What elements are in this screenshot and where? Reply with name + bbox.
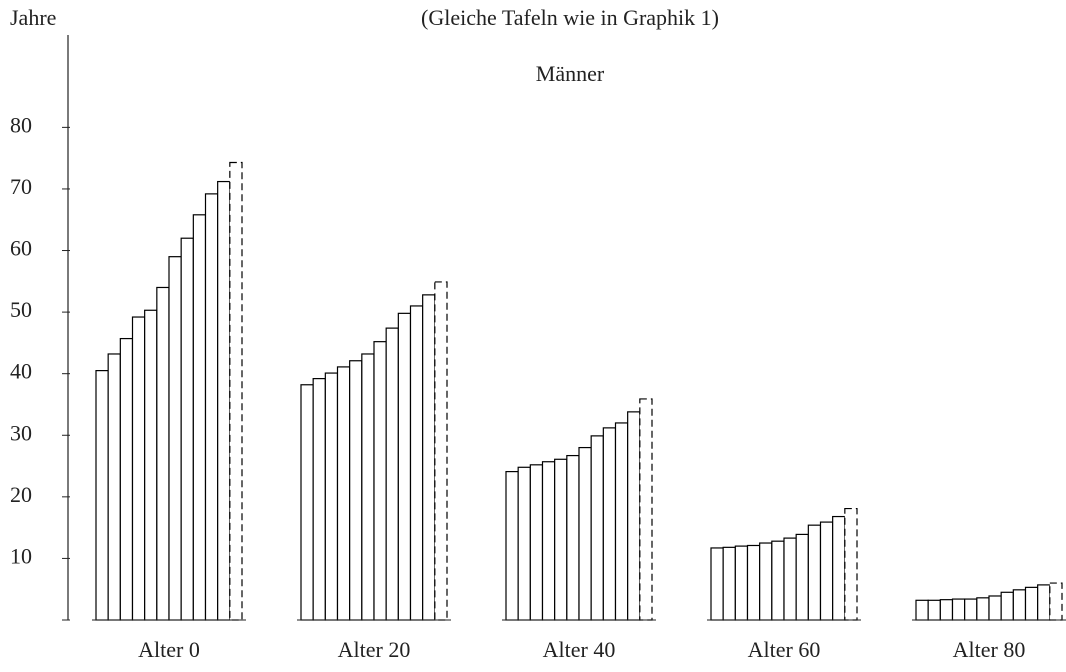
bar bbox=[734, 545, 749, 621]
bar bbox=[397, 312, 412, 621]
bar bbox=[119, 337, 134, 621]
bar bbox=[710, 547, 724, 621]
bar bbox=[409, 305, 424, 621]
y-tick-label: 30 bbox=[10, 420, 32, 445]
bar bbox=[168, 256, 182, 621]
y-axis-label: Jahre bbox=[10, 5, 56, 30]
bar bbox=[627, 411, 641, 621]
bar bbox=[385, 327, 399, 621]
bar bbox=[529, 464, 544, 621]
bar bbox=[602, 427, 617, 621]
bar bbox=[771, 540, 785, 621]
bar bbox=[964, 598, 978, 621]
bar bbox=[927, 599, 941, 621]
bar bbox=[361, 353, 375, 621]
bar bbox=[156, 286, 170, 621]
bar bbox=[939, 599, 954, 621]
bar bbox=[229, 161, 243, 621]
bar bbox=[192, 214, 207, 621]
bar bbox=[746, 544, 761, 621]
bar bbox=[107, 353, 121, 621]
bar bbox=[795, 533, 809, 621]
bar bbox=[590, 435, 604, 621]
bar bbox=[336, 366, 351, 621]
bar bbox=[844, 507, 858, 621]
bar bbox=[783, 537, 797, 621]
bar bbox=[349, 360, 363, 621]
chart-title: (Gleiche Tafeln wie in Graphik 1) bbox=[421, 5, 719, 30]
bar bbox=[541, 461, 556, 621]
x-tick-label: Alter 80 bbox=[953, 637, 1026, 662]
x-tick-label: Alter 0 bbox=[138, 637, 200, 662]
bar bbox=[217, 180, 231, 621]
chart-subtitle: Männer bbox=[536, 61, 605, 86]
bar bbox=[180, 237, 194, 621]
bar bbox=[324, 372, 339, 621]
bar bbox=[422, 294, 436, 621]
bar bbox=[505, 470, 519, 621]
y-tick-label: 80 bbox=[10, 112, 32, 137]
bar bbox=[988, 595, 1002, 621]
y-tick-label: 40 bbox=[10, 359, 32, 384]
bar bbox=[819, 521, 834, 621]
bar bbox=[312, 378, 326, 621]
bar bbox=[951, 598, 966, 621]
bar bbox=[373, 341, 387, 621]
bar bbox=[517, 466, 531, 621]
bar bbox=[1024, 586, 1039, 621]
bar bbox=[434, 281, 448, 621]
bar bbox=[131, 316, 146, 621]
y-tick-label: 10 bbox=[10, 543, 32, 568]
bar bbox=[1037, 584, 1051, 621]
x-tick-label: Alter 60 bbox=[748, 637, 821, 662]
bar bbox=[915, 599, 929, 621]
bar bbox=[832, 515, 846, 621]
y-tick-label: 20 bbox=[10, 482, 32, 507]
y-tick-label: 50 bbox=[10, 297, 32, 322]
bar bbox=[976, 597, 990, 621]
bar bbox=[300, 384, 314, 621]
y-tick-label: 60 bbox=[10, 236, 32, 261]
bar bbox=[639, 398, 653, 621]
bar bbox=[95, 370, 109, 621]
bar bbox=[554, 458, 568, 621]
bar bbox=[566, 454, 580, 621]
bar bbox=[759, 542, 773, 621]
x-tick-label: Alter 40 bbox=[543, 637, 616, 662]
bar bbox=[578, 446, 592, 621]
y-tick-label: 70 bbox=[10, 174, 32, 199]
bar bbox=[1000, 591, 1014, 621]
x-tick-label: Alter 20 bbox=[338, 637, 411, 662]
bar bbox=[807, 524, 822, 621]
bar bbox=[1049, 582, 1063, 621]
bar bbox=[1012, 589, 1027, 621]
bar bbox=[144, 309, 158, 621]
bar bbox=[722, 546, 736, 621]
bar bbox=[204, 193, 219, 621]
bar bbox=[614, 422, 629, 621]
